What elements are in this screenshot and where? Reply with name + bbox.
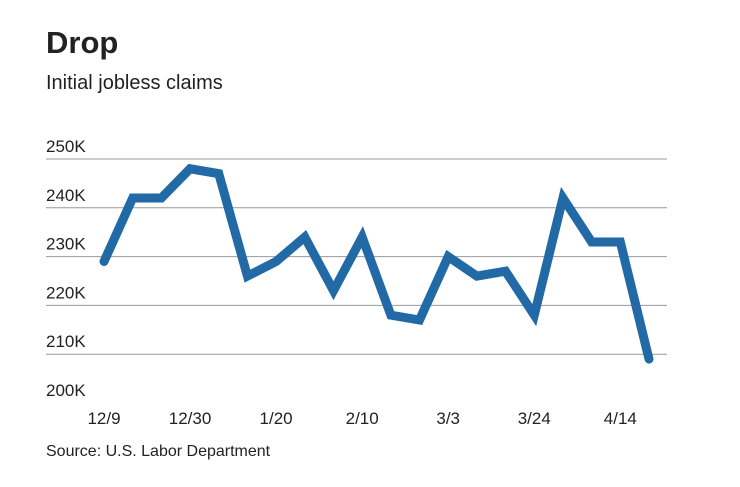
y-tick-label: 200K xyxy=(46,381,86,400)
y-tick-label: 230K xyxy=(46,235,86,254)
x-tick-label: 12/30 xyxy=(169,409,212,428)
line xyxy=(99,163,654,364)
source: Source: U.S. Labor Department xyxy=(46,443,271,460)
y-tick-label: 210K xyxy=(46,332,86,351)
chart-subtitle: Initial jobless claims xyxy=(46,72,223,94)
x-tick-label: 12/9 xyxy=(87,409,120,428)
chart-title: Drop xyxy=(46,25,118,60)
y-tick-label: 240K xyxy=(46,186,86,205)
x-tick-label: 3/24 xyxy=(518,409,551,428)
y-tick-label: 220K xyxy=(46,283,86,302)
x-tick-label: 3/3 xyxy=(436,409,460,428)
x-tick-label: 4/14 xyxy=(604,409,637,428)
x-tick-label: 2/10 xyxy=(346,409,379,428)
x-tick-label: 1/20 xyxy=(260,409,293,428)
y-tick-label: 250K xyxy=(46,137,86,156)
